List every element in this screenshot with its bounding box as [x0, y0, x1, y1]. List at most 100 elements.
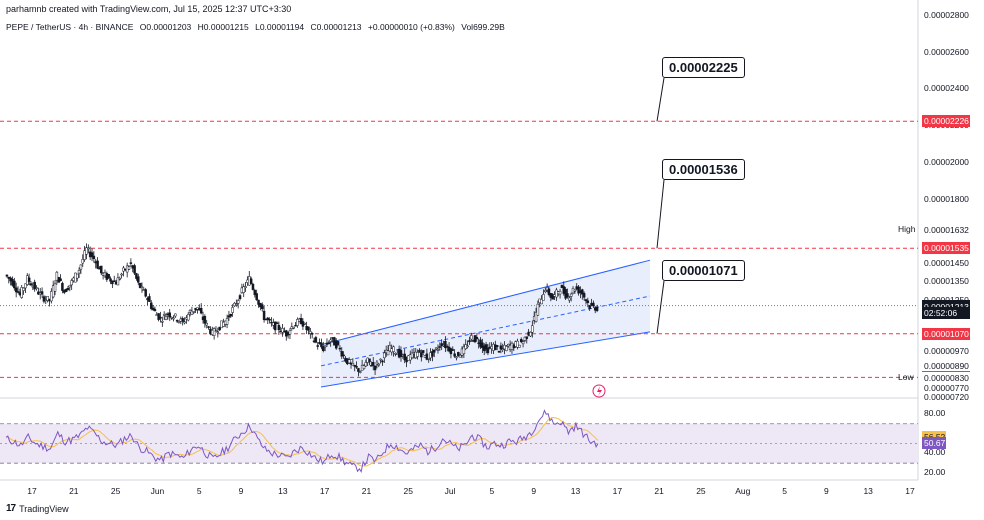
- candle-body: [316, 345, 319, 347]
- candle-body: [292, 327, 295, 329]
- candle-body: [296, 319, 299, 326]
- candle-body: [462, 346, 466, 355]
- candle-body: [225, 318, 229, 325]
- time-tick-label: 17: [905, 486, 915, 496]
- candle-body: [61, 282, 64, 291]
- price-tick-label: 0.00000720: [924, 392, 969, 402]
- time-tick-label: 13: [278, 486, 288, 496]
- candle-body: [310, 333, 314, 335]
- tradingview-brand[interactable]: 17 TradingView: [6, 503, 69, 514]
- candle-body: [388, 344, 392, 352]
- candle-body: [336, 341, 340, 345]
- time-tick-label: 21: [654, 486, 664, 496]
- candle-body: [309, 331, 312, 334]
- candle-body: [322, 346, 325, 351]
- candle-body: [481, 342, 484, 349]
- candle-body: [161, 321, 164, 323]
- candle-body: [566, 293, 569, 298]
- candle-body: [595, 306, 599, 311]
- channel-lower-line: [320, 331, 651, 388]
- candle-body: [364, 362, 368, 367]
- candle-body: [383, 352, 386, 358]
- price-tick-label: 0.00001450: [924, 257, 969, 268]
- candle-body: [323, 345, 327, 348]
- candle-body: [137, 276, 140, 283]
- lightning-icon-glyph: [597, 386, 602, 396]
- candle-body: [299, 318, 303, 325]
- candle-body: [420, 352, 423, 358]
- candle-body: [251, 283, 255, 290]
- candle-body: [87, 247, 90, 250]
- candle-body: [186, 314, 190, 321]
- candle-body: [371, 362, 375, 366]
- callout-low: 0.00001071: [662, 260, 745, 281]
- candle-body: [501, 348, 504, 351]
- candle-body: [68, 284, 72, 288]
- candle-body: [431, 351, 434, 357]
- price-tick-label: 0.00000890: [924, 360, 969, 371]
- candle-body: [495, 345, 499, 347]
- candle-body: [499, 345, 503, 350]
- time-tick-label: 5: [782, 486, 787, 496]
- candle-body: [255, 293, 258, 301]
- author-line: parhamnb created with TradingView.com, J…: [6, 4, 292, 14]
- candle-body: [138, 283, 142, 288]
- candle-body: [40, 291, 44, 295]
- candle-body: [468, 340, 471, 343]
- candle-body: [35, 287, 38, 289]
- candle-body: [288, 330, 292, 335]
- candle-body: [353, 364, 356, 367]
- candle-body: [212, 328, 216, 336]
- price-tick-label: 0.00002400: [924, 83, 969, 94]
- candle-body: [586, 300, 590, 304]
- candle-body: [242, 286, 245, 293]
- candle-body: [547, 288, 551, 295]
- candle-body: [177, 320, 181, 323]
- symbol-label[interactable]: PEPE / TetherUS · 4h · BINANCE: [6, 22, 134, 32]
- tradingview-logo-icon: 17: [6, 503, 16, 514]
- candle-body: [392, 346, 395, 352]
- candle-body: [434, 347, 438, 350]
- candle-body: [127, 266, 131, 270]
- time-tick-label: 13: [570, 486, 581, 496]
- candle-body: [416, 352, 419, 357]
- candle-body: [418, 349, 421, 353]
- candle-body: [22, 287, 25, 291]
- candle-body: [582, 293, 586, 298]
- candle-body: [516, 340, 519, 348]
- candle-body: [5, 274, 9, 277]
- candle-body: [192, 311, 196, 313]
- candle-body: [458, 355, 462, 358]
- candle-body: [83, 250, 86, 260]
- candle-body: [544, 290, 547, 293]
- candle-body: [542, 294, 545, 301]
- candle-body: [205, 323, 208, 326]
- candle-body: [112, 280, 116, 282]
- candle-body: [505, 346, 508, 351]
- candle-body: [75, 273, 79, 279]
- candle-body: [70, 280, 73, 286]
- candle-body: [199, 307, 203, 314]
- candle-body: [438, 346, 442, 348]
- candle-body: [140, 286, 144, 288]
- candle-body: [433, 349, 436, 353]
- open-value: O0.00001203: [139, 22, 192, 32]
- candle-body: [375, 361, 379, 365]
- candle-body: [359, 371, 362, 373]
- candle-body: [551, 294, 554, 300]
- candle-body: [340, 351, 344, 357]
- low-value: L0.00001194: [255, 22, 305, 32]
- candle-body: [486, 347, 490, 354]
- candle-body: [453, 353, 456, 357]
- time-tick-label: 17: [27, 486, 37, 496]
- candle-body: [525, 336, 529, 339]
- candle-body: [133, 265, 136, 274]
- candle-body: [46, 296, 49, 301]
- candle-body: [357, 368, 360, 372]
- candle-body: [521, 341, 525, 345]
- candle-body: [307, 326, 310, 331]
- candle-body: [168, 312, 171, 318]
- candle-body: [338, 347, 342, 350]
- candle-body: [253, 290, 257, 296]
